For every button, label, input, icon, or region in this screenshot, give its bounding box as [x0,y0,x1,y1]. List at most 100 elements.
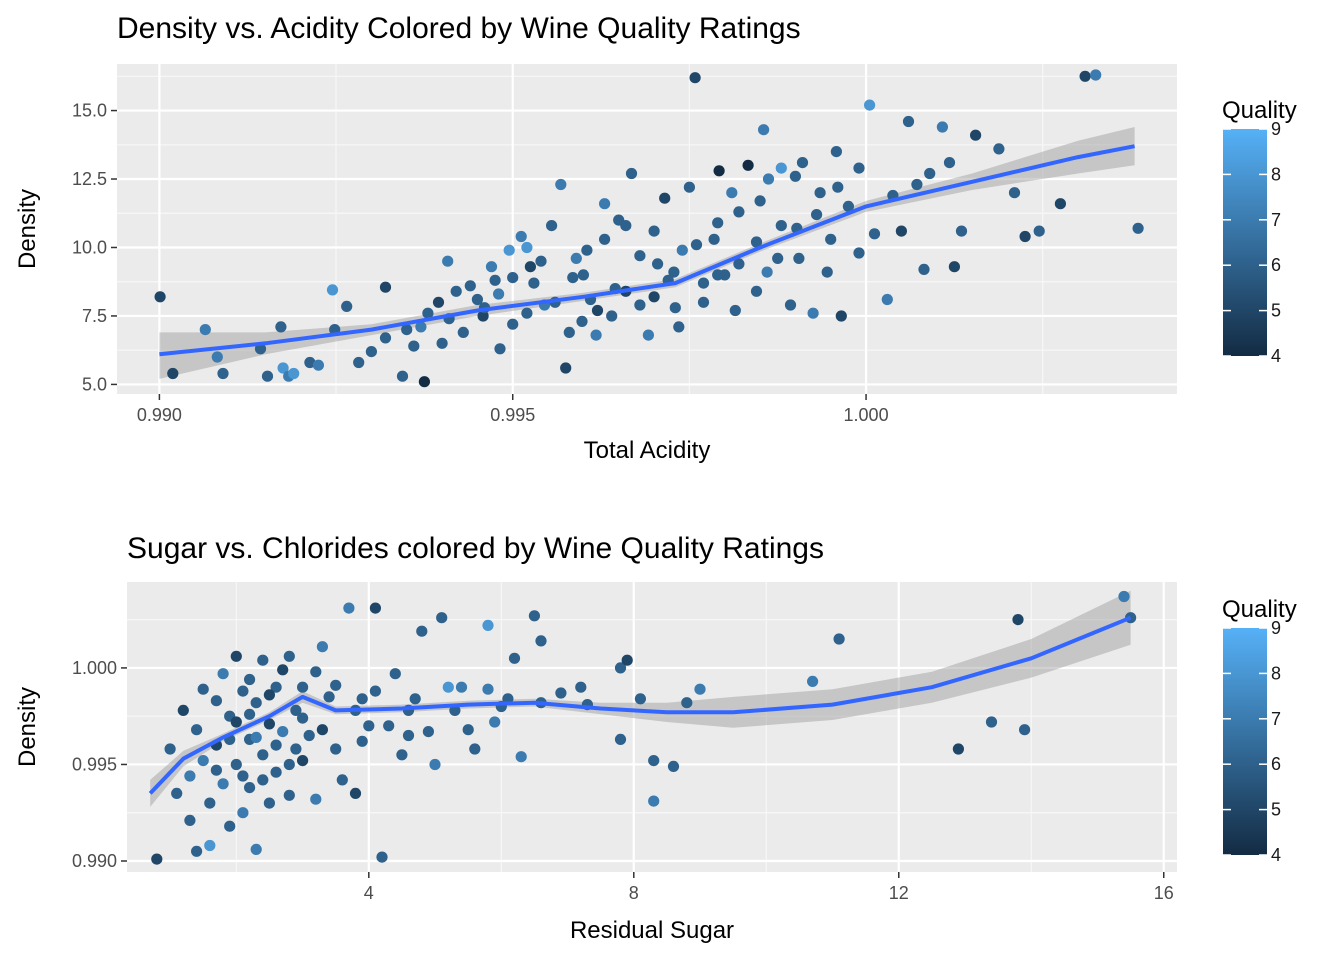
data-point [853,247,865,259]
data-point [449,704,461,717]
data-point [494,343,506,355]
data-point [263,797,275,809]
data-point [634,693,647,705]
data-point [528,277,540,289]
data-point [442,255,454,267]
data-point [422,726,434,738]
data-point [310,666,322,678]
legend-label: 8 [1271,164,1281,184]
data-point [341,300,353,312]
data-point [835,310,847,322]
data-point [270,739,282,751]
chart-bottom-y-ticks: 0.990 0.995 1.000 [72,658,127,871]
data-point [283,650,295,662]
data-point [457,326,469,338]
chart-top-grid-major [117,64,1177,394]
data-point [204,797,216,809]
data-point [217,778,229,790]
data-point [1019,724,1031,736]
data-point [669,302,681,314]
data-point [191,724,203,736]
data-point [535,635,547,647]
data-point [555,687,567,699]
data-point [184,770,196,782]
data-point [993,143,1005,155]
data-point [918,263,930,275]
y-tick-label: 10.0 [72,237,107,257]
chart-top-x-ticks: 0.990 0.995 1.000 [137,394,889,425]
data-point [546,220,558,232]
chart-top: Density vs. Acidity Colored by Wine Qual… [14,12,1297,464]
x-tick-label: 0.990 [137,405,182,425]
data-point [853,162,865,174]
data-point [833,633,845,645]
smooth-trend-line [148,615,1132,795]
data-point [507,318,519,330]
data-point [489,716,501,728]
data-point [648,755,660,767]
data-point [250,843,262,856]
data-point [297,712,309,724]
data-point [297,755,309,767]
data-point [1118,590,1130,603]
data-point [697,296,710,308]
data-point [270,681,282,693]
data-point [648,291,660,303]
legend-label: 6 [1271,754,1281,774]
data-point [590,329,602,341]
chart-bottom-legend-ticks: 4 5 6 7 8 9 [1223,618,1281,865]
data-point [415,321,427,333]
data-point [349,787,362,800]
data-point [634,250,646,262]
chart-top-smooth-ribbon-group [159,127,1135,379]
data-point [316,641,328,653]
legend-label: 9 [1271,618,1281,638]
data-point [224,820,236,832]
data-point [625,167,638,180]
data-point [250,697,262,709]
data-point [237,685,249,697]
data-point [1054,198,1066,210]
y-tick-label: 12.5 [72,169,107,189]
data-point [807,675,819,688]
chart-bottom-x-axis-title: Residual Sugar [570,917,734,944]
data-point [191,845,203,857]
data-point [726,187,738,199]
legend-label: 7 [1271,709,1281,729]
chart-bottom-legend: Quality 4 5 6 7 8 9 [1222,596,1297,865]
data-point [524,261,537,273]
data-point [924,167,936,180]
data-point [830,146,843,158]
data-point [363,720,375,732]
data-point [217,668,229,680]
chart-bottom-legend-colorbar [1223,628,1267,855]
data-point [673,321,685,333]
data-point [712,269,724,281]
chart-top-legend: Quality 4 5 6 7 8 9 [1222,97,1297,366]
data-point [811,209,823,221]
data-point [489,274,501,286]
data-point [257,749,269,761]
y-tick-label: 15.0 [72,101,107,121]
data-point [712,217,724,229]
data-point [369,685,381,697]
data-point [515,751,527,763]
data-point [952,743,965,755]
data-point [389,668,401,680]
data-point [263,718,275,730]
data-point [316,724,328,736]
data-point [1012,614,1024,626]
data-point [376,851,388,863]
legend-label: 4 [1271,346,1281,366]
data-point [257,774,269,786]
data-point [408,340,420,352]
data-point [970,129,982,141]
chart-top-y-axis-title: Density [14,189,41,269]
data-point [429,758,441,771]
data-point [199,324,211,336]
data-point [277,664,289,676]
data-point [283,758,295,771]
chart-top-y-ticks: 5.0 7.5 10.0 12.5 15.0 [72,101,117,394]
data-point [244,708,256,720]
data-point [796,157,809,169]
